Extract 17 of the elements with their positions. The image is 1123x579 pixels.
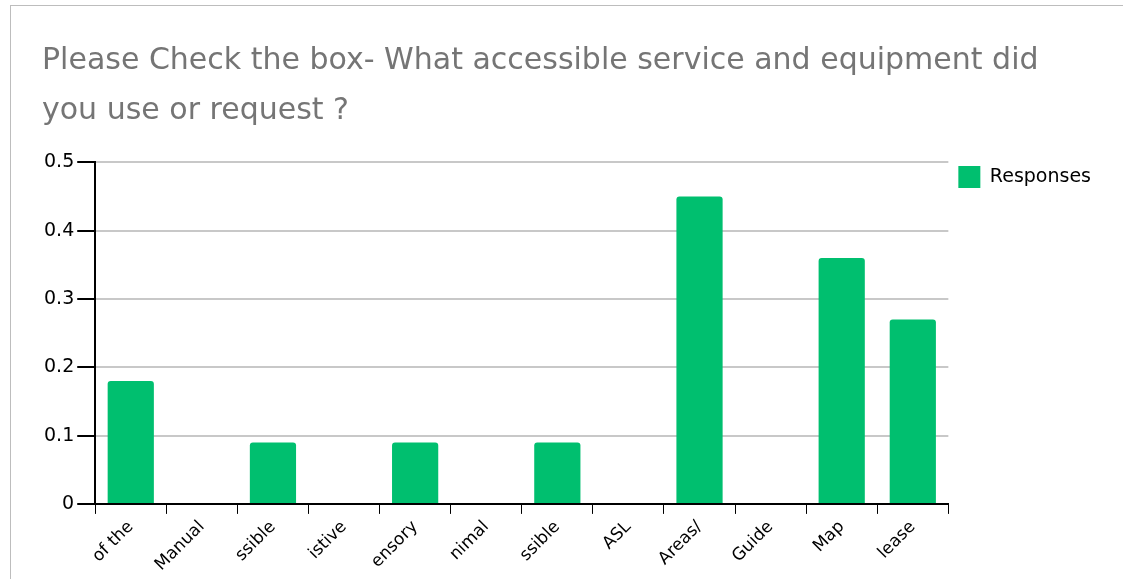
bar — [818, 258, 865, 503]
bar — [249, 442, 297, 503]
bar — [392, 442, 439, 503]
bar — [889, 319, 936, 503]
x-tick-label: ASL — [597, 515, 635, 553]
bar — [534, 442, 581, 503]
x-tick-label: of the — [87, 515, 137, 566]
bar — [107, 380, 154, 503]
y-tick-label: 0 — [62, 490, 75, 513]
y-tick-label: 0.5 — [44, 149, 75, 172]
y-tick-label: 0.4 — [44, 217, 75, 240]
y-tick-label: 0.2 — [44, 354, 75, 377]
bar — [676, 196, 723, 503]
legend-label: Responses — [989, 163, 1092, 186]
chart-title: Please Check the box- What accessible service and equipment did you use or request ? — [42, 40, 1040, 128]
y-tick-label: 0.1 — [44, 422, 75, 445]
y-tick-label: 0.3 — [44, 285, 75, 308]
